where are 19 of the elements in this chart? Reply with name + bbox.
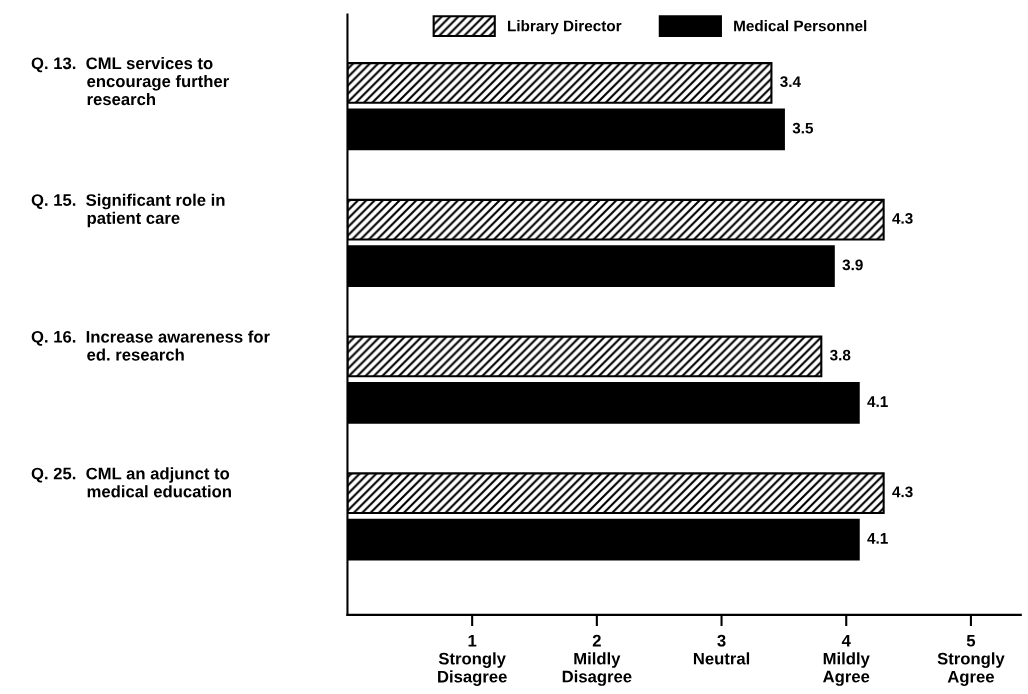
- data-label: 4.3: [892, 486, 913, 498]
- x-tick-label: 4 Mildly Agree: [823, 634, 870, 686]
- data-label: 4.1: [867, 396, 888, 407]
- data-label: 3.8: [829, 349, 851, 361]
- x-tick-label: 1 Strongly Disagree: [438, 634, 507, 686]
- data-label: 4.1: [867, 533, 888, 544]
- x-tick-label: 2 Mildly Disagree: [562, 634, 632, 686]
- data-label: 3.4: [780, 76, 801, 88]
- legend-label: Library Director: [508, 20, 622, 35]
- y-tick-label: Q. 16. Increase awareness for ed. research: [31, 330, 270, 361]
- data-label: 3.5: [792, 122, 814, 134]
- y-tick-label: Q. 25. CML an adjunct to medical education: [31, 467, 231, 498]
- data-label: 3.9: [842, 259, 863, 271]
- legend-label: Medical Personnel: [734, 20, 867, 32]
- x-tick-label: 3 Neutral: [693, 634, 750, 665]
- data-label: 4.3: [892, 212, 913, 224]
- y-tick-label: Q. 15. Significant role in patient care: [31, 193, 225, 228]
- y-tick-label: Q. 13. CML services to encourage further research: [31, 56, 229, 106]
- x-tick-label: 5 Strongly Agree: [937, 634, 1005, 686]
